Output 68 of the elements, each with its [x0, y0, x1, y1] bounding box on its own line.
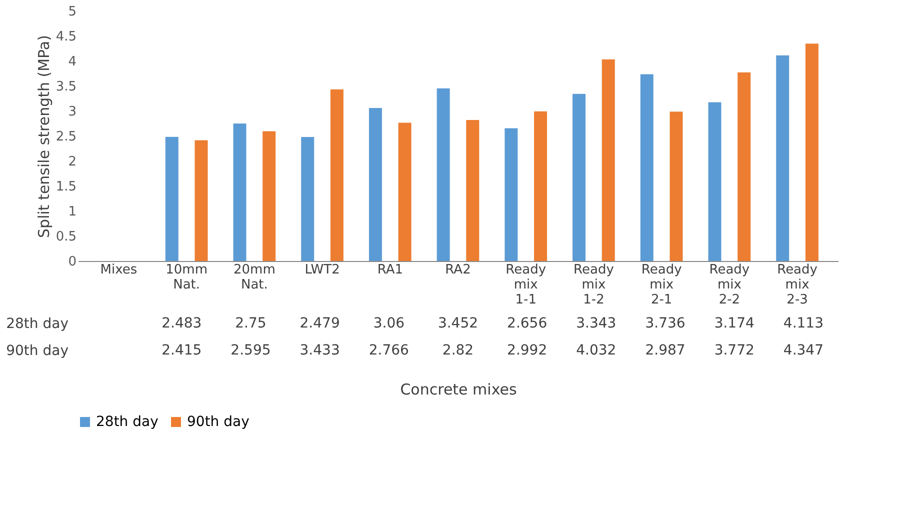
- y-tick-label: 3: [68, 104, 76, 120]
- bar: [262, 131, 276, 261]
- data-label: 2.595: [230, 342, 271, 358]
- bar: [738, 72, 751, 261]
- bar: [368, 108, 382, 261]
- x-tick-label: Mixes: [100, 262, 138, 278]
- bar: [330, 89, 344, 261]
- bar: [640, 74, 654, 261]
- y-tick-label: 0.5: [56, 230, 76, 244]
- bar: [670, 112, 683, 261]
- data-label: 4.032: [576, 342, 616, 358]
- bar: [436, 88, 450, 261]
- data-label: 2.75: [235, 316, 266, 332]
- data-label: 4.113: [783, 316, 824, 332]
- data-label: 4.347: [783, 342, 824, 358]
- data-label: 2.656: [507, 316, 548, 332]
- data-label: 2.987: [645, 342, 686, 358]
- bar: [194, 140, 208, 261]
- x-tick-label: Ready mix 2-3: [777, 262, 818, 308]
- data-label: 3.433: [300, 342, 340, 358]
- y-tick-label: 4: [68, 54, 76, 70]
- y-tick-label: 3.5: [56, 80, 76, 94]
- bar: [534, 111, 548, 261]
- bar: [776, 55, 790, 261]
- y-tick-label: 2.5: [56, 130, 76, 144]
- y-tick-label: 1.5: [56, 180, 76, 194]
- data-label: 3.736: [645, 316, 686, 332]
- bar: [602, 59, 615, 261]
- y-tick-label: 4.5: [56, 30, 76, 44]
- data-label: 2.483: [162, 316, 202, 332]
- bar: [708, 102, 722, 261]
- data-label: 3.343: [576, 316, 616, 332]
- y-tick-label: 5: [68, 4, 76, 20]
- data-label: 2.82: [442, 342, 474, 358]
- x-tick-label: Ready mix 2-1: [641, 262, 682, 308]
- data-label: 2.415: [162, 342, 202, 358]
- y-axis-title: Split tensile strength (MPa): [34, 35, 53, 238]
- x-tick-label: Ready mix 2-2: [709, 262, 750, 308]
- text: 28th day: [6, 316, 68, 332]
- data-label: 3.772: [714, 342, 754, 358]
- legend-label: 28th day: [96, 414, 158, 430]
- bar: [466, 120, 480, 261]
- data-label: 2.479: [300, 316, 340, 332]
- y-tick-label: 2: [68, 154, 76, 170]
- bar: [572, 94, 586, 261]
- x-tick-label: RA1: [377, 262, 403, 278]
- x-tick-label: RA2: [445, 262, 471, 278]
- x-tick-label: 20mm Nat.: [233, 262, 276, 292]
- text: 90th day: [6, 343, 68, 359]
- bar: [301, 137, 314, 261]
- x-tick-label: Ready mix 1-1: [506, 262, 546, 308]
- bar: [233, 124, 246, 261]
- data-label: 3.452: [438, 316, 478, 332]
- legend-label: 90th day: [187, 414, 250, 430]
- x-tick-label: LWT2: [304, 262, 340, 278]
- x-tick-label: 10mm Nat.: [166, 262, 208, 292]
- x-tick-label: Ready mix 1-2: [574, 262, 614, 308]
- data-label: 2.766: [368, 342, 410, 358]
- x-axis-title: Concrete mixes: [400, 380, 517, 398]
- y-tick-label: 0: [68, 254, 76, 270]
- data-label: 3.06: [373, 316, 405, 332]
- data-label: 3.174: [714, 316, 754, 332]
- y-tick-label: 1: [68, 204, 76, 220]
- bar: [805, 44, 818, 261]
- bar: [398, 122, 412, 261]
- bar: [504, 128, 518, 261]
- data-label: 2.992: [507, 342, 548, 358]
- bar: [165, 136, 178, 261]
